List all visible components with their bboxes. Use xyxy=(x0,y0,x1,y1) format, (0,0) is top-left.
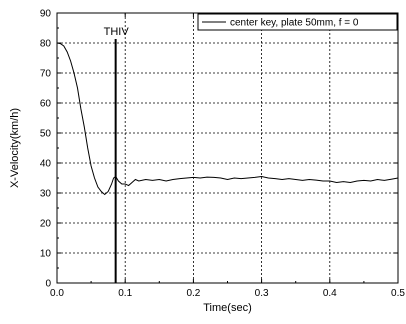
annotation-layer: THIV xyxy=(104,26,130,283)
legend-label: center key, plate 50mm, f = 0 xyxy=(230,18,359,29)
series-line-0 xyxy=(56,42,399,196)
y-tick-label: 90 xyxy=(40,9,52,20)
x-tick-label: 0.4 xyxy=(323,288,337,299)
legend-box xyxy=(197,13,398,31)
x-axis-title: Time(sec) xyxy=(203,302,251,314)
y-tick-label: 70 xyxy=(40,69,52,80)
y-tick-label: 20 xyxy=(40,219,52,230)
y-tick-label: 30 xyxy=(40,189,52,200)
ticks xyxy=(56,12,399,284)
x-tick-label: 0.3 xyxy=(255,288,269,299)
y-axis-title: X-Velocity(km/h) xyxy=(9,108,21,188)
x-tick-label: 0.1 xyxy=(118,288,132,299)
x-tick-label: 0.2 xyxy=(186,288,200,299)
y-tick-label: 80 xyxy=(40,39,52,50)
y-tick-label: 50 xyxy=(40,129,52,140)
legend: center key, plate 50mm, f = 0 xyxy=(197,13,398,31)
y-tick-label: 0 xyxy=(45,279,51,290)
x-tick-label: 0.5 xyxy=(391,288,405,299)
y-tick-label: 10 xyxy=(40,249,52,260)
x-tick-label: 0.0 xyxy=(50,288,64,299)
thiv-label: THIV xyxy=(104,26,130,38)
grid xyxy=(57,13,398,283)
y-tick-label: 40 xyxy=(40,159,52,170)
y-tick-label: 60 xyxy=(40,99,52,110)
tick-labels: 0 10 20 30 40 50 60 70 80 90 0.0 0.1 0.2 0.3 0.4 0.5 xyxy=(40,9,406,300)
series-layer xyxy=(56,42,399,196)
